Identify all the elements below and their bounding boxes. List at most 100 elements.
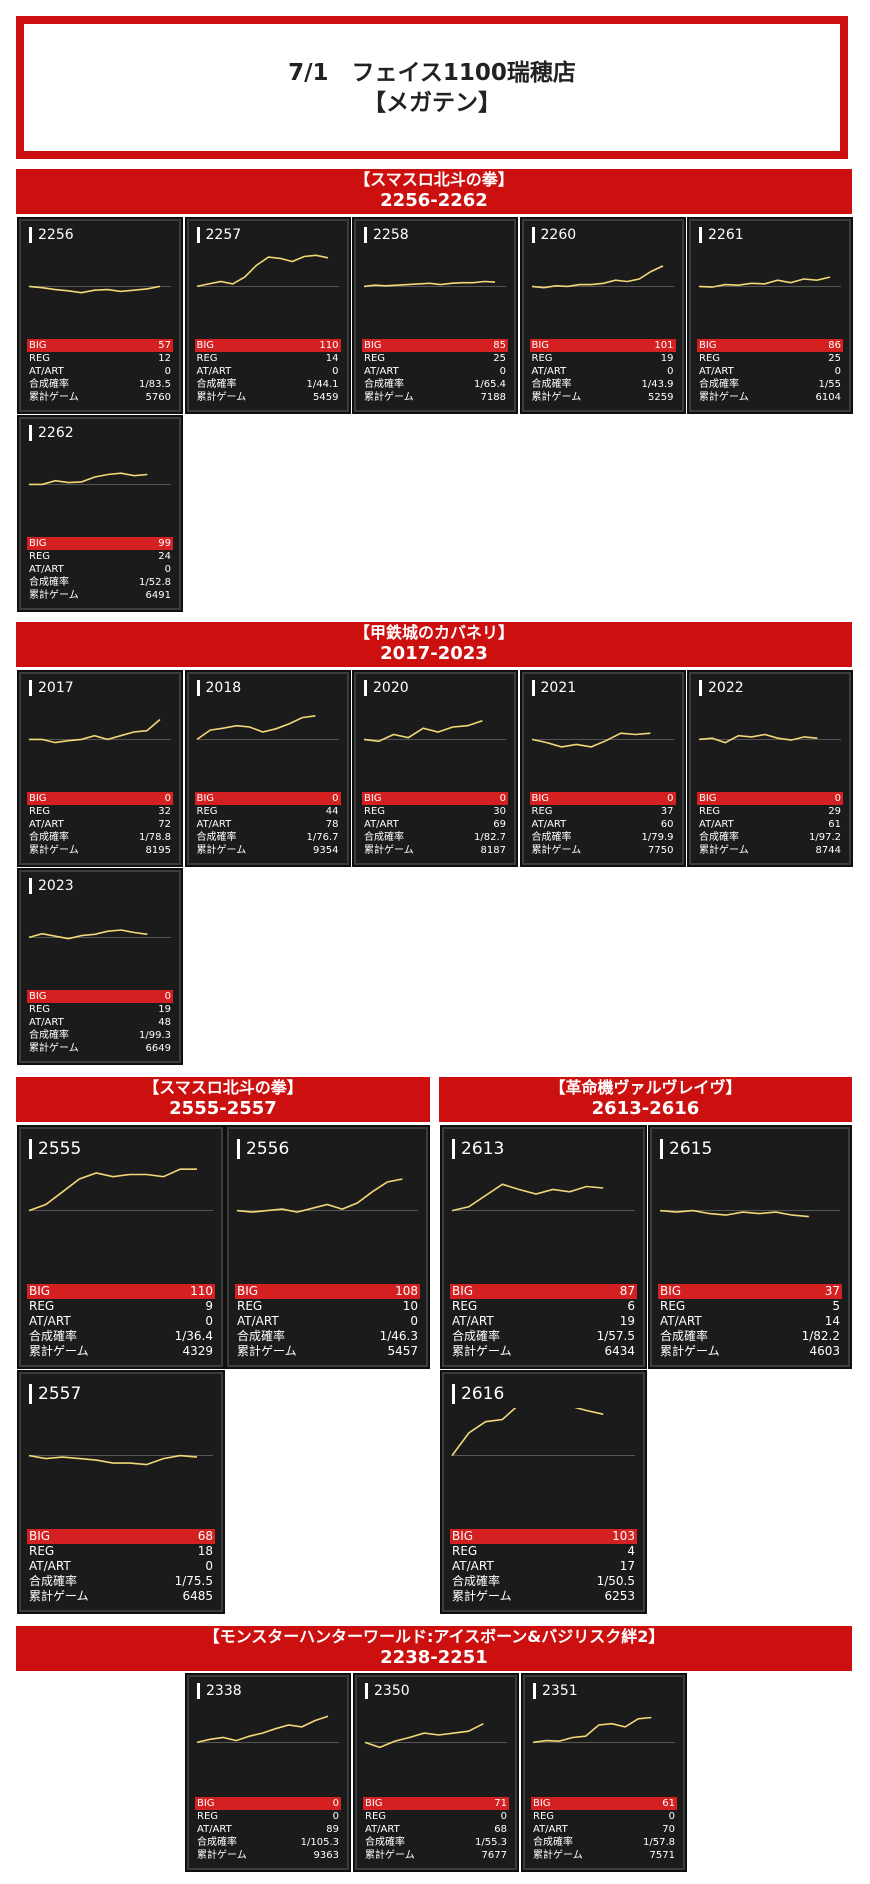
machine-card[interactable]: 2020 BIG 0 REG 30 AT/ART 69 合成確率 1/82.7 累計ゲーム 8187 (352, 670, 518, 867)
stat-value: 1/57.8 (643, 1837, 675, 1848)
machine-card[interactable]: 2350 BIG 71 REG 0 AT/ART 68 合成確率 1/55.3 累計ゲーム 7677 (353, 1673, 519, 1872)
stat-label: 合成確率 (29, 1574, 78, 1588)
machine-card[interactable]: 2018 BIG 0 REG 44 AT/ART 78 合成確率 1/76.7 累計ゲーム 9354 (184, 670, 351, 867)
slump-graph (29, 718, 171, 744)
stat-label: 累計ゲーム (365, 1850, 415, 1861)
stat-label: BIG (29, 991, 47, 1002)
machine-card[interactable]: 2257 BIG 110 REG 14 AT/ART 0 合成確率 1/44.1 累計ゲーム 545… (184, 217, 351, 414)
machine-card[interactable]: 2615 BIG 37 REG 5 AT/ART 14 合成確率 1/82.2 累計ゲーム 4603 (648, 1125, 852, 1369)
stat-label: REG (364, 353, 386, 364)
stat-label: 累計ゲーム (533, 1850, 583, 1861)
stat-row: 累計ゲーム 4603 (658, 1344, 842, 1359)
stat-value: 37 (824, 1284, 840, 1298)
machine-number: 2020 (364, 680, 409, 696)
stat-label: 合成確率 (237, 1329, 286, 1343)
stat-label: 累計ゲーム (196, 845, 247, 856)
stat-row: 累計ゲーム 6434 (450, 1344, 637, 1359)
machine-stats: BIG 0 REG 37 AT/ART 60 合成確率 1/79.9 累計ゲーム 7750 (529, 792, 676, 857)
machine-stats: BIG 57 REG 12 AT/ART 0 合成確率 1/83.5 累計ゲーム 5760 (27, 339, 173, 404)
slump-graph (532, 1716, 675, 1744)
stat-row: AT/ART 61 (697, 818, 843, 831)
machine-card[interactable]: 2262 BIG 99 REG 24 AT/ART 0 合成確率 1/52.8 累計ゲーム 6491 (17, 415, 183, 612)
stat-value: 0 (205, 1559, 213, 1573)
stat-value: 110 (319, 340, 339, 351)
stat-row: AT/ART 0 (362, 365, 508, 378)
stat-row: BIG 86 (697, 339, 843, 352)
section-range: 2256-2262 (380, 190, 488, 211)
stat-label: BIG (452, 1529, 474, 1543)
stat-row: REG 32 (27, 805, 173, 818)
machine-card[interactable]: 2017 BIG 0 REG 32 AT/ART 72 合成確率 1/78.8 累計ゲーム 8195 (17, 670, 183, 867)
stat-value: 14 (325, 353, 339, 364)
stat-value: 69 (493, 819, 506, 830)
stat-row: AT/ART 0 (27, 563, 173, 576)
machine-card[interactable]: 2555 BIG 110 REG 9 AT/ART 0 合成確率 1/36.4 累計ゲーム 4329 (17, 1125, 225, 1369)
stat-label: BIG (29, 340, 47, 351)
stat-row: BIG 108 (235, 1284, 420, 1299)
stat-label: AT/ART (29, 1017, 64, 1028)
machine-number: 2555 (29, 1139, 81, 1159)
machine-card[interactable]: 2557 BIG 68 REG 18 AT/ART 0 合成確率 1/75.5 累計ゲーム 6485 (17, 1370, 225, 1614)
stat-label: REG (533, 1811, 555, 1822)
stat-row: 合成確率 1/50.5 (450, 1574, 637, 1589)
stat-row: 合成確率 1/55 (697, 378, 843, 391)
stat-row: BIG 0 (195, 1797, 341, 1810)
stat-label: REG (29, 353, 51, 364)
stat-row: 合成確率 1/97.2 (697, 831, 843, 844)
stat-label: AT/ART (364, 366, 399, 377)
stat-label: BIG (364, 793, 382, 804)
stat-value: 86 (828, 340, 841, 351)
stat-label: 累計ゲーム (699, 392, 749, 403)
stat-value: 0 (834, 793, 841, 804)
machine-card[interactable]: 2351 BIG 61 REG 0 AT/ART 70 合成確率 1/57.8 累計ゲーム 7571 (521, 1673, 687, 1872)
section-banner: 【スマスロ北斗の拳】 2256-2262 (16, 169, 852, 214)
stat-value: 8744 (815, 845, 841, 856)
machine-card[interactable]: 2261 BIG 86 REG 25 AT/ART 0 合成確率 1/55 累計ゲーム 6104 (687, 217, 853, 414)
stat-value: 6649 (145, 1043, 171, 1054)
stat-row: REG 0 (531, 1810, 677, 1823)
stat-value: 8187 (480, 845, 506, 856)
stat-label: REG (29, 1004, 51, 1015)
stat-value: 1/105.3 (300, 1837, 339, 1848)
stat-row: AT/ART 89 (195, 1823, 341, 1836)
machine-card[interactable]: 2338 BIG 0 REG 0 AT/ART 89 合成確率 1/105.3 累計ゲーム 9363 (185, 1673, 351, 1872)
stat-value: 1/43.9 (641, 379, 674, 390)
machine-card[interactable]: 2256 BIG 57 REG 12 AT/ART 0 合成確率 1/83.5 累計ゲーム 5760 (17, 217, 183, 414)
stat-label: 合成確率 (29, 577, 69, 588)
machine-stats: BIG 86 REG 25 AT/ART 0 合成確率 1/55 累計ゲーム 6104 (697, 339, 843, 404)
stat-value: 19 (619, 1314, 635, 1328)
stat-row: AT/ART 0 (195, 365, 341, 378)
stat-row: REG 37 (530, 805, 676, 818)
machine-card[interactable]: 2022 BIG 0 REG 29 AT/ART 61 合成確率 1/97.2 累計ゲーム 8744 (687, 670, 853, 867)
stat-label: REG (196, 806, 218, 817)
machine-number: 2615 (660, 1139, 712, 1159)
stat-row: BIG 99 (27, 537, 173, 550)
stat-label: AT/ART (452, 1314, 494, 1328)
stat-row: BIG 110 (194, 339, 341, 352)
machine-stats: BIG 68 REG 18 AT/ART 0 合成確率 1/75.5 累計ゲーム 6485 (27, 1529, 215, 1604)
stat-row: AT/ART 70 (531, 1823, 677, 1836)
stat-value: 1/83.5 (139, 379, 171, 390)
machine-card[interactable]: 2616 BIG 103 REG 4 AT/ART 17 合成確率 1/50.5 累計ゲーム 625… (440, 1370, 647, 1614)
machine-card[interactable]: 2021 BIG 0 REG 37 AT/ART 60 合成確率 1/79.9 累計ゲーム 7750 (519, 670, 686, 867)
stat-value: 18 (197, 1544, 213, 1558)
stat-value: 25 (828, 353, 841, 364)
stat-label: AT/ART (29, 1559, 71, 1573)
stat-label: BIG (699, 340, 717, 351)
slump-graph (698, 733, 841, 744)
machine-card[interactable]: 2556 BIG 108 REG 10 AT/ART 0 合成確率 1/46.3 累計ゲーム 545… (225, 1125, 430, 1369)
stat-label: AT/ART (237, 1314, 279, 1328)
machine-card[interactable]: 2258 BIG 85 REG 25 AT/ART 0 合成確率 1/65.4 累計ゲーム 7188 (352, 217, 518, 414)
stat-label: AT/ART (29, 366, 64, 377)
machine-card[interactable]: 2613 BIG 87 REG 6 AT/ART 19 合成確率 1/57.5 累計ゲーム 6434 (440, 1125, 647, 1369)
stat-label: 合成確率 (452, 1329, 501, 1343)
machine-card[interactable]: 2023 BIG 0 REG 19 AT/ART 48 合成確率 1/99.3 累計ゲーム 6649 (17, 868, 183, 1065)
stat-row: BIG 103 (450, 1529, 637, 1544)
stat-label: REG (699, 806, 721, 817)
graph-line (698, 276, 831, 288)
stat-value: 7677 (481, 1850, 507, 1861)
stat-value: 70 (662, 1824, 675, 1835)
machine-card[interactable]: 2260 BIG 101 REG 19 AT/ART 0 合成確率 1/43.9 累計ゲーム 525… (519, 217, 686, 414)
slump-graph (196, 715, 339, 741)
machine-stats: BIG 101 REG 19 AT/ART 0 合成確率 1/43.9 累計ゲーム 5259 (529, 339, 676, 404)
